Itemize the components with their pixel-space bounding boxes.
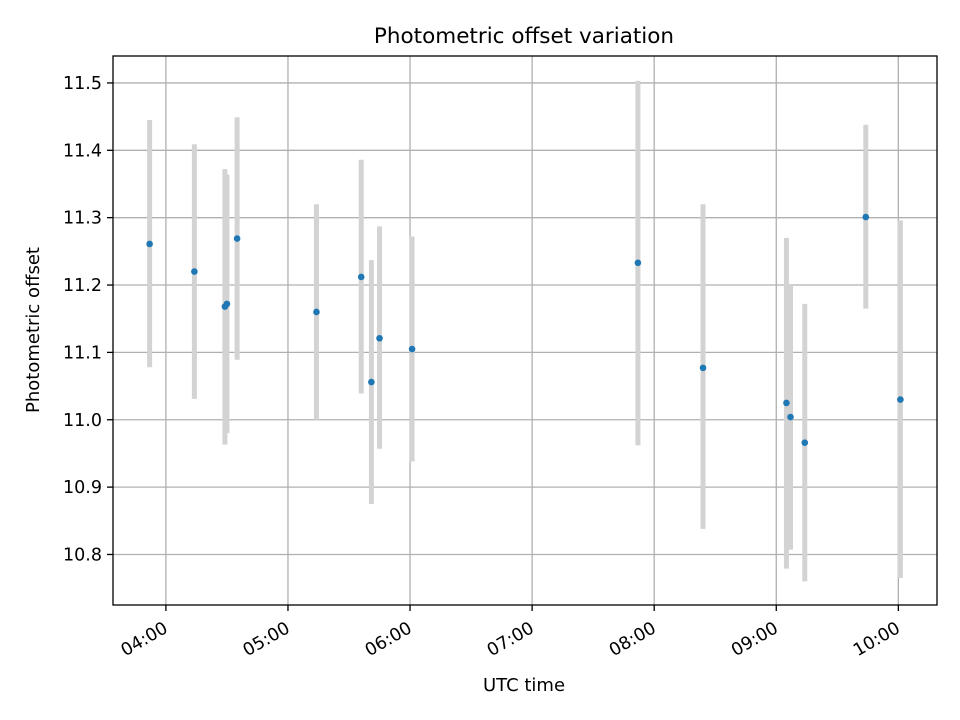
data-point: [783, 399, 790, 407]
y-tick-label: 11.3: [63, 209, 102, 229]
y-tick-label: 11.5: [63, 74, 102, 94]
data-point: [634, 259, 642, 267]
chart-title: Photometric offset variation: [374, 24, 674, 49]
data-point: [699, 364, 707, 372]
x-tick-label: 06:00: [362, 618, 416, 661]
y-tick-label: 11.2: [63, 276, 102, 296]
data-point: [233, 235, 241, 242]
y-tick-label: 10.9: [63, 478, 102, 498]
data-point: [862, 213, 870, 221]
data-point: [801, 439, 809, 446]
x-tick-label: 05:00: [240, 618, 294, 661]
data-point: [223, 300, 231, 308]
data-point: [313, 308, 320, 316]
error-bars: [147, 80, 903, 582]
x-tick-label: 07:00: [484, 618, 538, 661]
y-axis-label: Photometric offset: [23, 247, 44, 413]
x-tick-label: 08:00: [606, 618, 660, 661]
data-point: [897, 396, 904, 403]
y-tick-label: 11.4: [63, 141, 102, 161]
y-tick-label: 11.0: [63, 411, 102, 431]
y-tick-label: 11.1: [63, 343, 102, 363]
data-point: [146, 240, 153, 248]
data-points: [146, 213, 904, 446]
x-axis-label: UTC time: [483, 675, 565, 696]
grid-lines: [113, 56, 937, 605]
plot-frame: [112, 55, 938, 606]
x-tick-label: 10:00: [850, 618, 904, 661]
data-point: [787, 413, 794, 421]
data-point: [191, 268, 198, 275]
axis-ticks: 04:00 05:00 06:00 07:00 08:00 09:00 10:00 10.8 1…: [63, 74, 904, 661]
y-tick-label: 10.8: [63, 545, 102, 565]
x-tick-label: 04:00: [118, 618, 172, 661]
data-point: [376, 334, 383, 342]
data-point: [368, 378, 375, 386]
data-point: [408, 345, 416, 353]
x-tick-label: 09:00: [728, 618, 782, 661]
data-point: [357, 273, 365, 281]
